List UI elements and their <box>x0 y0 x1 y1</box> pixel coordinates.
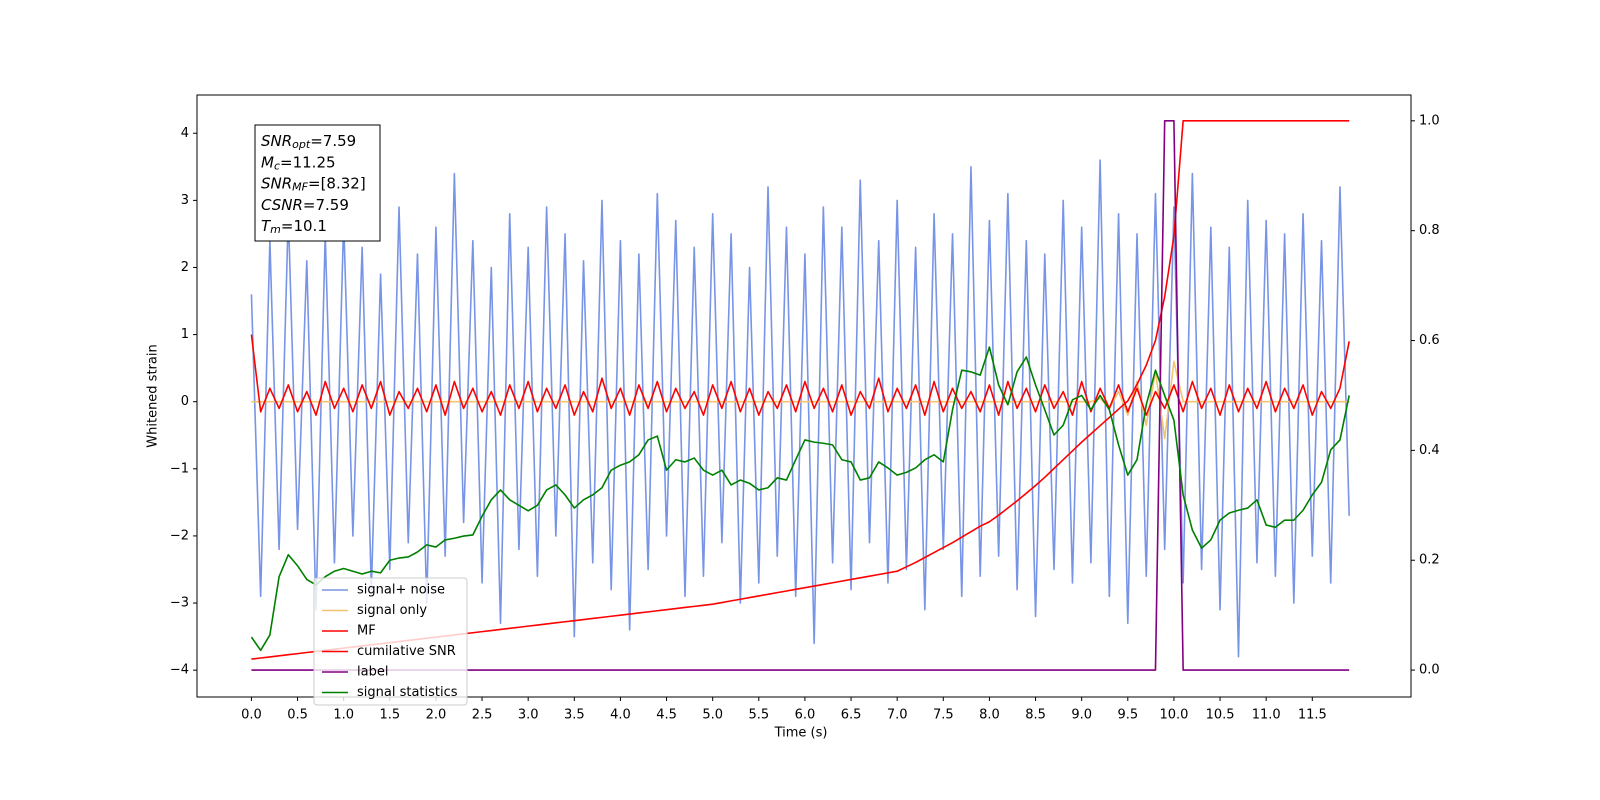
x-tick-label: 4.5 <box>656 708 677 723</box>
annotation-box <box>254 124 381 242</box>
x-axis-label: Time (s) <box>774 726 828 741</box>
annotation-sub: opt <box>292 138 311 151</box>
x-tick-label: 8.0 <box>979 708 1000 723</box>
legend-label: cumilative SNR <box>357 644 456 659</box>
y-tick-label: 2 <box>181 260 189 275</box>
x-tick-label: 1.5 <box>379 708 400 723</box>
y2-tick-label: 0.0 <box>1419 663 1440 678</box>
annotation-line: Tm=10.1 <box>261 217 327 237</box>
annotation-rest: =10.1 <box>281 217 327 235</box>
legend-label: signal only <box>357 603 427 618</box>
series-line <box>251 360 1350 440</box>
y2-tick-label: 0.2 <box>1419 553 1440 568</box>
annotation-main: T <box>261 217 272 235</box>
x-tick-label: 11.5 <box>1298 708 1327 723</box>
x-tick-label: 2.5 <box>472 708 493 723</box>
axes-frame <box>196 94 1412 698</box>
legend-label: label <box>357 665 388 680</box>
x-tick-label: 10.5 <box>1206 708 1235 723</box>
y-tick-label: −1 <box>170 461 189 476</box>
annotation-rest: =7.59 <box>303 195 349 213</box>
x-tick-label: 6.5 <box>841 708 862 723</box>
y-tick-label: −4 <box>170 663 189 678</box>
x-tick-label: 7.0 <box>887 708 908 723</box>
y2-tick-label: 0.6 <box>1419 333 1440 348</box>
annotation-main: SNR <box>261 132 292 150</box>
legend-label: signal statistics <box>357 685 458 700</box>
legend-label: signal+ noise <box>357 583 445 598</box>
y2-tick-label: 0.8 <box>1419 223 1440 238</box>
y-axis-label: Whitened strain <box>146 344 161 447</box>
x-tick-label: 4.0 <box>610 708 631 723</box>
y-tick-label: 4 <box>181 126 189 141</box>
x-tick-label: 1.0 <box>333 708 354 723</box>
annotation-main: M <box>261 153 274 171</box>
x-tick-label: 6.0 <box>795 708 816 723</box>
annotation-main: CSNR <box>261 195 303 213</box>
x-tick-label: 7.5 <box>933 708 954 723</box>
y-tick-label: −3 <box>170 596 189 611</box>
legend: signal+ noise signal only MF cumilative SNR… <box>313 577 468 706</box>
x-tick-label: 10.0 <box>1159 708 1188 723</box>
x-tick-label: 2.0 <box>426 708 447 723</box>
annotation-line: SNRMF=[8.32] <box>261 174 366 194</box>
annotation-sub: m <box>270 223 281 236</box>
y-tick-label: −2 <box>170 528 189 543</box>
y-tick-label: 3 <box>181 193 189 208</box>
x-tick-label: 5.0 <box>702 708 723 723</box>
series-line <box>250 159 1350 658</box>
annotation: SNRopt=7.59Mc=11.25SNRMF=[8.32]CSNR=7.59… <box>254 124 381 242</box>
annotation-line: SNRopt=7.59 <box>261 132 356 152</box>
x-tick-label: 3.5 <box>564 708 585 723</box>
annotation-rest: =[8.32] <box>308 174 366 192</box>
x-tick-label: 11.0 <box>1252 708 1281 723</box>
x-tick-label: 9.5 <box>1117 708 1138 723</box>
x-tick-label: 9.0 <box>1071 708 1092 723</box>
legend-label: MF <box>357 624 376 639</box>
y-tick-label: 0 <box>181 394 189 409</box>
y-tick-label: 1 <box>181 327 189 342</box>
legend-box <box>313 577 468 706</box>
annotation-line: Mc=11.25 <box>261 153 336 173</box>
x-tick-label: 0.0 <box>241 708 262 723</box>
y2-tick-label: 1.0 <box>1419 113 1440 128</box>
x-tick-label: 5.5 <box>748 708 769 723</box>
series-line <box>250 346 1350 652</box>
annotation-line: CSNR=7.59 <box>261 195 349 213</box>
annotation-main: SNR <box>261 174 292 192</box>
y2-tick-label: 0.4 <box>1419 443 1440 458</box>
x-tick-label: 0.5 <box>287 708 308 723</box>
annotation-sub: MF <box>292 181 308 194</box>
annotation-rest: =7.59 <box>310 132 356 150</box>
x-tick-label: 3.0 <box>518 708 539 723</box>
series-line <box>250 334 1350 416</box>
annotation-sub: c <box>274 159 280 172</box>
annotation-rest: =11.25 <box>280 153 336 171</box>
x-tick-label: 8.5 <box>1025 708 1046 723</box>
